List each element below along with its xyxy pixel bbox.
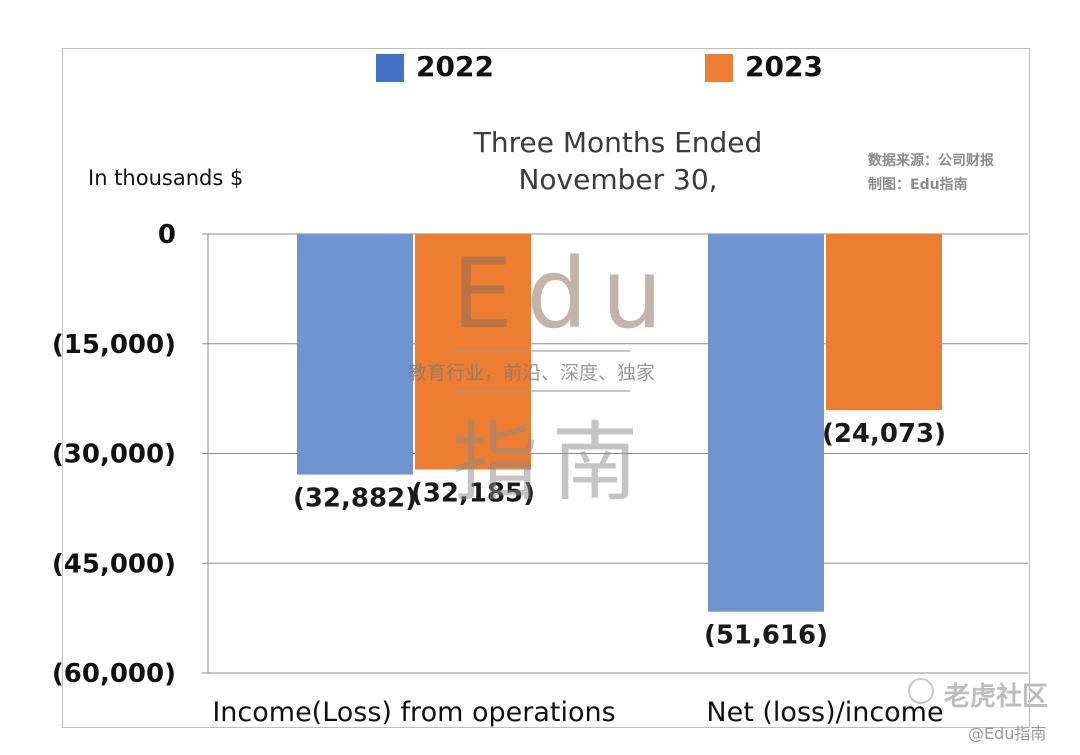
- legend-swatch-2023: [705, 54, 733, 82]
- chart-title-line-1: Three Months Ended: [473, 126, 763, 159]
- watermark-cn-text: 指南: [452, 413, 652, 513]
- corner-brand-name: 老虎社区: [944, 682, 1049, 712]
- y-tick-label: (45,000): [52, 549, 176, 579]
- watermark-tagline: 教育行业，前沿、深度、独家: [408, 362, 656, 384]
- data-label: (24,073): [822, 419, 946, 449]
- y-axis-unit-label: In thousands $: [88, 166, 244, 190]
- bar-2023-1: [826, 234, 942, 411]
- watermark-divider-bottom: [452, 390, 630, 392]
- legend-label-2023: 2023: [745, 50, 823, 83]
- watermark-edu-text: Edu: [452, 238, 677, 350]
- data-label: (32,185): [411, 478, 535, 508]
- x-category-label: Net (loss)/income: [706, 697, 943, 728]
- y-tick-label: (15,000): [52, 330, 176, 360]
- bar-2022-1: [708, 234, 824, 612]
- corner-brand-handle: @Edu指南: [968, 724, 1047, 743]
- y-tick-label: (30,000): [52, 440, 176, 470]
- y-tick-label: (60,000): [52, 659, 176, 689]
- chart-title-line-2: November 30,: [518, 163, 718, 196]
- legend-label-2022: 2022: [416, 50, 494, 83]
- x-category-label: Income(Loss) from operations: [212, 697, 615, 728]
- legend-swatch-2022: [376, 54, 404, 82]
- corner-brand-logo-icon: [908, 678, 934, 704]
- watermark-divider-top: [452, 350, 630, 352]
- data-label: (51,616): [704, 621, 828, 651]
- data-label: (32,882): [293, 484, 417, 514]
- data-source-label: 数据来源：公司财报: [868, 153, 994, 169]
- chart-author-label: 制图：Edu指南: [868, 177, 968, 193]
- bar-2022-0: [297, 234, 413, 475]
- y-tick-label: 0: [158, 220, 176, 250]
